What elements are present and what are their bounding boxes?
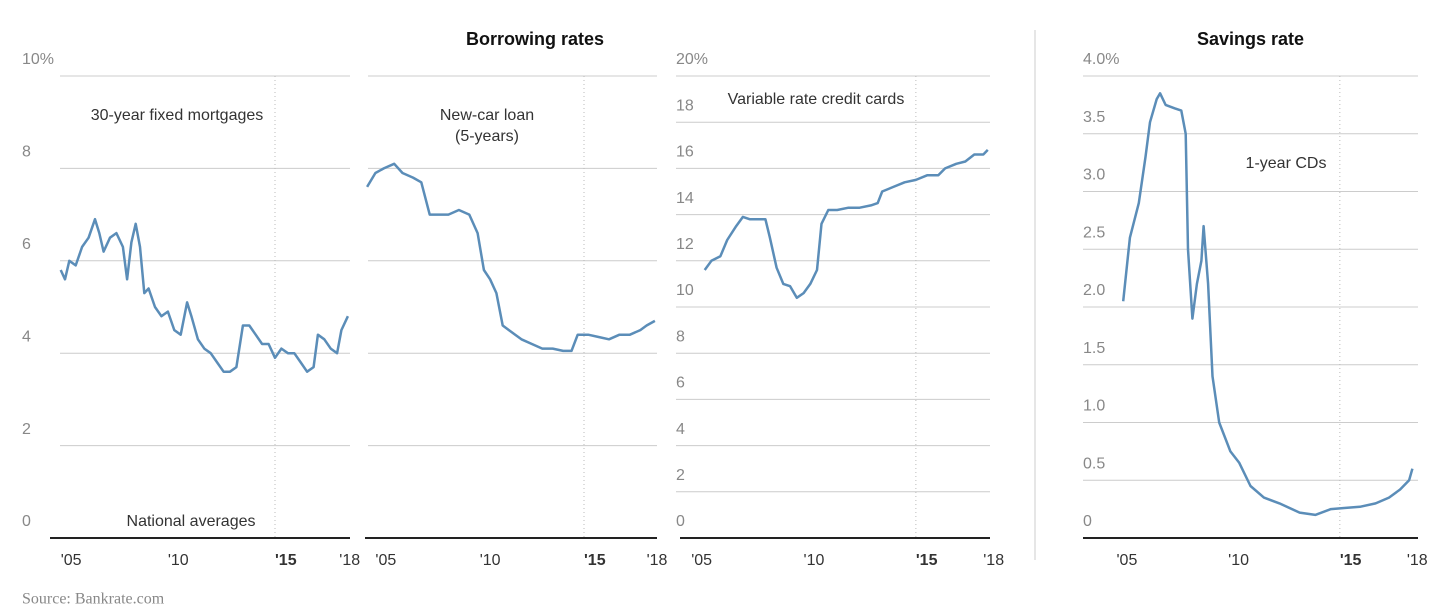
y-tick-label: 6	[676, 375, 685, 392]
y-tick-label: 18	[676, 97, 694, 114]
x-tick-label: '15	[275, 552, 297, 569]
y-tick-label: 16	[676, 144, 694, 161]
annotation: National averages	[127, 513, 256, 530]
y-tick-label: 1.5	[1083, 340, 1105, 357]
x-tick-label: '10	[168, 552, 189, 569]
x-tick-label: '10	[480, 552, 501, 569]
y-tick-label: 2.0	[1083, 282, 1105, 299]
group-title: Borrowing rates	[466, 29, 604, 49]
x-tick-label: '18	[1407, 552, 1428, 569]
annotation: Variable rate credit cards	[728, 91, 905, 108]
y-tick-label: 0.5	[1083, 455, 1105, 472]
y-tick-label: 10%	[22, 51, 54, 68]
y-tick-label: 3.0	[1083, 167, 1105, 184]
chart-title: Savings rate	[1197, 29, 1304, 49]
y-tick-label: 12	[676, 236, 694, 253]
x-tick-label: '05	[375, 552, 396, 569]
x-tick-label: '05	[61, 552, 82, 569]
y-tick-label: 8	[22, 144, 31, 161]
y-tick-label: 4	[22, 328, 31, 345]
y-tick-label: 3.5	[1083, 109, 1105, 126]
annotation: (5-years)	[455, 128, 519, 145]
y-tick-label: 2	[22, 421, 31, 438]
y-tick-label: 1.0	[1083, 398, 1105, 415]
x-tick-label: '18	[647, 552, 668, 569]
x-tick-label: '05	[691, 552, 712, 569]
data-line	[1121, 92, 1414, 517]
y-tick-label: 4.0%	[1083, 51, 1119, 68]
x-tick-label: '18	[339, 552, 360, 569]
source: Source: Bankrate.com	[22, 591, 165, 608]
y-tick-label: 4	[676, 421, 685, 438]
y-tick-label: 20%	[676, 51, 708, 68]
x-tick-label: '15	[584, 552, 606, 569]
data-line	[59, 217, 350, 373]
data-line	[366, 162, 656, 353]
y-tick-label: 0	[22, 513, 31, 530]
y-tick-label: 14	[676, 190, 694, 207]
x-tick-label: '18	[983, 552, 1004, 569]
y-tick-label: 0	[1083, 513, 1092, 530]
y-tick-label: 0	[676, 513, 685, 530]
y-tick-label: 2.5	[1083, 224, 1105, 241]
data-line	[703, 149, 989, 300]
x-tick-label: '05	[1117, 552, 1138, 569]
x-tick-label: '15	[916, 552, 938, 569]
x-tick-label: '10	[1228, 552, 1249, 569]
y-tick-label: 2	[676, 467, 685, 484]
y-tick-label: 10	[676, 282, 694, 299]
annotation: 30-year fixed mortgages	[91, 107, 264, 124]
y-tick-label: 6	[22, 236, 31, 253]
x-tick-label: '10	[804, 552, 825, 569]
y-tick-label: 8	[676, 328, 685, 345]
x-tick-label: '15	[1340, 552, 1362, 569]
annotation: New-car loan	[440, 107, 534, 124]
annotation: 1-year CDs	[1246, 155, 1327, 172]
